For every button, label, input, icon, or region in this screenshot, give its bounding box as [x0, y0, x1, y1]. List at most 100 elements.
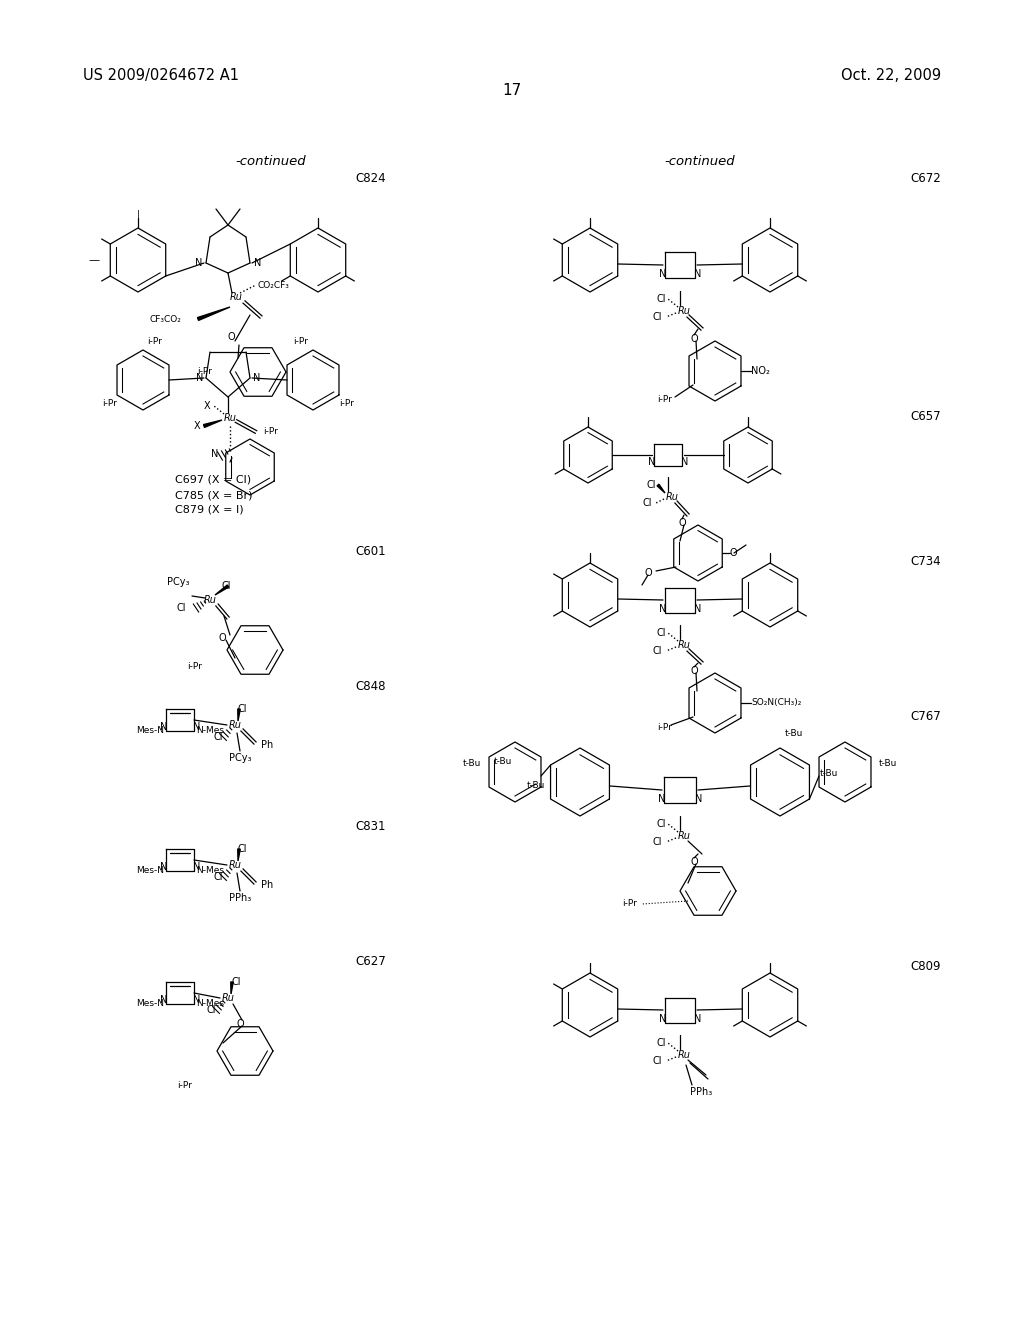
Text: N: N	[658, 603, 666, 614]
Text: O: O	[730, 548, 737, 558]
Text: Cl: Cl	[656, 1038, 666, 1048]
Text: Mes-N: Mes-N	[136, 726, 164, 735]
Text: C785 (X = Br): C785 (X = Br)	[175, 490, 253, 500]
Text: C734: C734	[910, 554, 941, 568]
Text: Ru: Ru	[204, 595, 216, 605]
Text: N: N	[160, 722, 167, 733]
Text: Cl: Cl	[652, 645, 662, 656]
Text: N: N	[160, 862, 167, 873]
Text: N: N	[193, 995, 201, 1005]
Text: i-Pr: i-Pr	[339, 400, 354, 408]
Text: Ph: Ph	[261, 880, 273, 890]
Text: i-Pr: i-Pr	[102, 400, 117, 408]
Text: US 2009/0264672 A1: US 2009/0264672 A1	[83, 69, 239, 83]
Text: 17: 17	[503, 83, 521, 98]
Text: —: —	[89, 255, 100, 265]
Text: Cl: Cl	[652, 312, 662, 322]
Text: O: O	[690, 667, 697, 676]
Text: N-Mes: N-Mes	[196, 866, 224, 875]
Text: i-Pr: i-Pr	[147, 338, 163, 346]
Text: SO₂N(CH₃)₂: SO₂N(CH₃)₂	[751, 698, 802, 708]
Text: Cl: Cl	[238, 704, 248, 714]
Text: N: N	[253, 374, 260, 383]
Text: i-Pr: i-Pr	[657, 395, 673, 404]
Text: C809: C809	[910, 960, 940, 973]
Text: i-Pr: i-Pr	[623, 899, 637, 908]
Text: t-Bu: t-Bu	[879, 759, 897, 768]
Text: Mes-N: Mes-N	[136, 866, 164, 875]
Text: N-Mes: N-Mes	[196, 726, 224, 735]
Text: Cl: Cl	[207, 1005, 216, 1015]
Text: CO₂CF₃: CO₂CF₃	[258, 281, 290, 289]
Text: -continued: -continued	[236, 154, 306, 168]
Text: t-Bu: t-Bu	[527, 780, 546, 789]
Text: t-Bu: t-Bu	[495, 756, 513, 766]
Text: C627: C627	[355, 954, 386, 968]
Text: N: N	[681, 457, 688, 467]
Polygon shape	[198, 308, 230, 321]
Text: Ru: Ru	[228, 719, 242, 730]
Text: N: N	[647, 457, 655, 467]
Text: N: N	[657, 795, 665, 804]
Text: Cl: Cl	[646, 480, 656, 490]
Text: N: N	[193, 862, 201, 873]
Text: N: N	[694, 603, 701, 614]
Text: N-Mes: N-Mes	[196, 999, 224, 1008]
Polygon shape	[657, 484, 665, 492]
Text: C657: C657	[910, 411, 941, 422]
Text: C824: C824	[355, 172, 386, 185]
Text: N: N	[196, 374, 203, 383]
Text: i-Pr: i-Pr	[657, 722, 673, 731]
Text: i-Pr: i-Pr	[294, 338, 308, 346]
Text: PCy₃: PCy₃	[228, 752, 251, 763]
Text: Oct. 22, 2009: Oct. 22, 2009	[841, 69, 941, 83]
Text: N: N	[694, 269, 701, 279]
Text: Cl: Cl	[176, 603, 186, 612]
Text: Ru: Ru	[229, 292, 243, 302]
Text: O: O	[237, 1019, 244, 1030]
Text: X: X	[194, 421, 200, 432]
Text: Cl: Cl	[652, 837, 662, 847]
Text: O: O	[690, 857, 697, 867]
Text: Cl: Cl	[231, 977, 241, 987]
Text: Ru: Ru	[678, 832, 690, 841]
Polygon shape	[238, 849, 241, 861]
Text: Cl: Cl	[656, 628, 666, 638]
Text: PCy₃: PCy₃	[168, 577, 190, 587]
Text: C879 (X = I): C879 (X = I)	[175, 506, 244, 515]
Text: t-Bu: t-Bu	[820, 770, 839, 779]
Text: N: N	[211, 449, 218, 459]
Text: N: N	[160, 995, 167, 1005]
Text: i-Pr: i-Pr	[198, 367, 212, 376]
Text: N: N	[254, 257, 261, 268]
Text: Cl: Cl	[642, 498, 652, 508]
Text: C697 (X = Cl): C697 (X = Cl)	[175, 475, 251, 484]
Text: N: N	[694, 1014, 701, 1023]
Text: Ru: Ru	[678, 640, 690, 649]
Text: C672: C672	[910, 172, 941, 185]
Text: C831: C831	[355, 820, 385, 833]
Text: CF₃CO₂: CF₃CO₂	[150, 314, 181, 323]
Text: PPh₃: PPh₃	[690, 1086, 713, 1097]
Text: Mes-N: Mes-N	[136, 999, 164, 1008]
Polygon shape	[230, 982, 233, 994]
Text: O: O	[678, 517, 686, 528]
Text: i-Pr: i-Pr	[177, 1081, 193, 1090]
Text: O: O	[227, 333, 234, 342]
Text: Ru: Ru	[228, 861, 242, 870]
Text: Cl: Cl	[238, 843, 248, 854]
Text: Cl: Cl	[222, 581, 231, 591]
Text: Cl: Cl	[213, 873, 223, 882]
Text: N: N	[658, 269, 666, 279]
Polygon shape	[204, 420, 222, 428]
Text: i-Pr: i-Pr	[263, 428, 278, 437]
Text: Ru: Ru	[221, 993, 234, 1003]
Text: C767: C767	[910, 710, 941, 723]
Text: Ph: Ph	[261, 741, 273, 750]
Text: C848: C848	[355, 680, 385, 693]
Text: i-Pr: i-Pr	[187, 663, 203, 671]
Text: t-Bu: t-Bu	[463, 759, 481, 768]
Text: C601: C601	[355, 545, 386, 558]
Text: Ru: Ru	[678, 306, 690, 315]
Polygon shape	[215, 585, 228, 595]
